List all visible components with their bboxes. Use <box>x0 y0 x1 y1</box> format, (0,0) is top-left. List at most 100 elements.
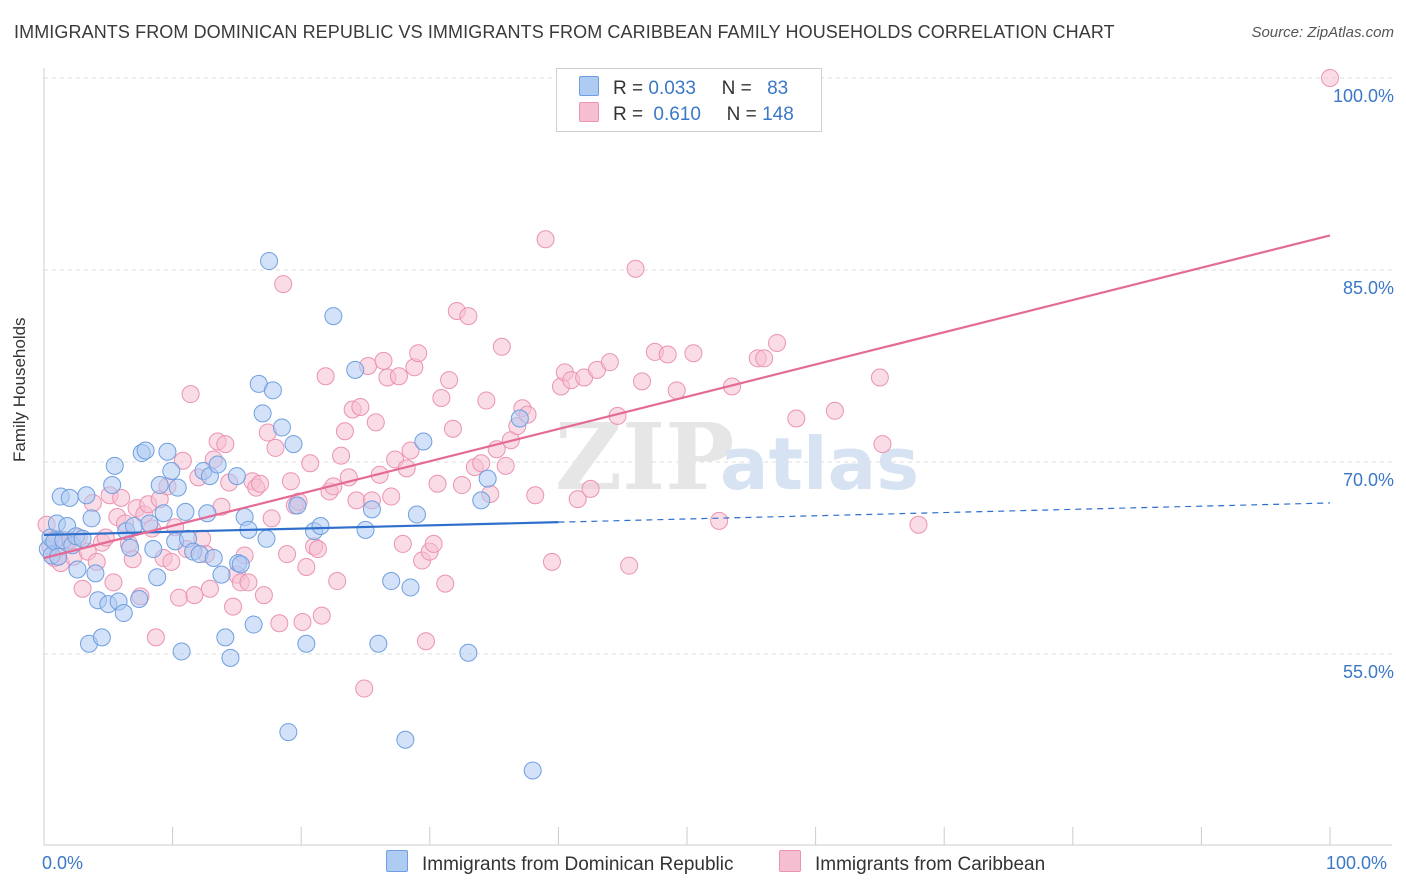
point-dominican <box>346 360 365 379</box>
point-caribbean <box>251 474 270 493</box>
point-caribbean <box>308 540 327 559</box>
point-caribbean <box>216 435 235 454</box>
y-axis-label: Family Households <box>10 317 29 462</box>
point-dominican <box>401 578 420 597</box>
point-dominican <box>396 730 415 749</box>
legend-r-value: 0.610 <box>653 104 701 125</box>
point-caribbean <box>366 413 385 432</box>
point-caribbean <box>173 451 192 470</box>
point-caribbean <box>312 606 331 625</box>
point-caribbean <box>620 556 639 575</box>
legend-row-dominican: R = 0.033 N = 83 <box>579 76 788 100</box>
point-dominican <box>82 509 101 528</box>
point-dominican <box>523 761 542 780</box>
point-caribbean <box>825 401 844 420</box>
point-dominican <box>472 491 491 510</box>
point-dominican <box>478 469 497 488</box>
point-caribbean <box>768 333 787 352</box>
point-caribbean <box>496 456 515 475</box>
point-caribbean <box>459 307 478 326</box>
point-caribbean <box>112 488 131 507</box>
trend-line-dominican <box>43 521 559 537</box>
point-caribbean <box>262 509 281 528</box>
point-caribbean <box>409 344 428 363</box>
bottom-legend-label: Immigrants from Caribbean <box>815 854 1046 875</box>
point-caribbean <box>873 435 892 454</box>
point-dominican <box>144 540 163 559</box>
legend-n-label: N = <box>726 104 757 125</box>
series-dominican-points <box>38 252 542 780</box>
point-caribbean <box>270 614 289 633</box>
point-caribbean <box>351 397 370 416</box>
chart-title: IMMIGRANTS FROM DOMINICAN REPUBLIC VS IM… <box>14 22 1115 42</box>
point-caribbean <box>787 409 806 428</box>
point-caribbean <box>432 389 451 407</box>
point-dominican <box>176 502 195 521</box>
point-caribbean <box>870 368 889 387</box>
point-caribbean <box>389 367 408 386</box>
point-caribbean <box>1321 69 1339 87</box>
point-caribbean <box>472 454 491 473</box>
point-caribbean <box>332 446 351 465</box>
point-dominican <box>227 467 246 486</box>
y-tick-label: 85.0% <box>1342 278 1394 298</box>
trend-line-caribbean <box>43 234 1331 560</box>
point-dominican <box>114 604 133 623</box>
point-dominican <box>92 628 111 647</box>
point-dominican <box>231 555 250 574</box>
point-caribbean <box>104 573 123 592</box>
point-caribbean <box>224 597 243 616</box>
point-dominican <box>162 461 181 480</box>
source-label: Source: ZipAtlas.com <box>1251 24 1394 41</box>
point-caribbean <box>568 490 587 509</box>
point-caribbean <box>355 679 374 698</box>
legend-n-label: N = <box>721 78 752 99</box>
point-dominican <box>121 538 140 557</box>
legend-row-caribbean: R = 0.610 N = 148 <box>579 102 794 126</box>
legend-swatch-pink <box>579 102 599 122</box>
point-dominican <box>148 568 167 587</box>
point-caribbean <box>293 613 312 631</box>
point-dominican <box>382 572 401 591</box>
point-dominican <box>130 589 149 608</box>
point-caribbean <box>443 419 462 438</box>
point-caribbean <box>526 486 545 505</box>
point-caribbean <box>254 586 273 605</box>
point-dominican <box>105 456 124 475</box>
y-tick-label: 70.0% <box>1342 470 1394 490</box>
point-dominican <box>362 500 381 519</box>
series-caribbean-points <box>37 69 1339 698</box>
point-dominican <box>284 435 303 454</box>
point-dominican <box>77 486 96 505</box>
point-caribbean <box>436 574 455 593</box>
point-dominican <box>288 496 307 515</box>
point-caribbean <box>401 441 420 460</box>
point-caribbean <box>347 491 366 510</box>
point-dominican <box>103 476 122 495</box>
point-caribbean <box>335 422 354 441</box>
point-caribbean <box>170 588 189 607</box>
bottom-legend-dominican: Immigrants from Dominican Republic <box>386 850 734 876</box>
point-caribbean <box>632 372 651 391</box>
point-caribbean <box>239 573 258 592</box>
point-caribbean <box>424 534 443 553</box>
point-caribbean <box>274 275 293 294</box>
point-dominican <box>212 565 231 584</box>
point-caribbean <box>658 345 677 364</box>
point-caribbean <box>581 479 600 498</box>
point-dominican <box>168 478 187 497</box>
point-caribbean <box>73 579 92 598</box>
point-dominican <box>279 723 298 742</box>
point-caribbean <box>452 476 471 495</box>
point-caribbean <box>185 586 204 605</box>
point-dominican <box>311 517 330 535</box>
point-dominican <box>414 432 433 451</box>
bottom-legend-label: Immigrants from Dominican Republic <box>422 854 734 875</box>
legend-n-value: 148 <box>762 104 794 125</box>
point-dominican <box>272 418 291 437</box>
x-tick-label-min: 0.0% <box>42 853 84 873</box>
point-dominican <box>68 560 87 579</box>
point-caribbean <box>477 391 496 410</box>
point-caribbean <box>600 353 619 372</box>
trend-lines <box>43 234 1331 560</box>
